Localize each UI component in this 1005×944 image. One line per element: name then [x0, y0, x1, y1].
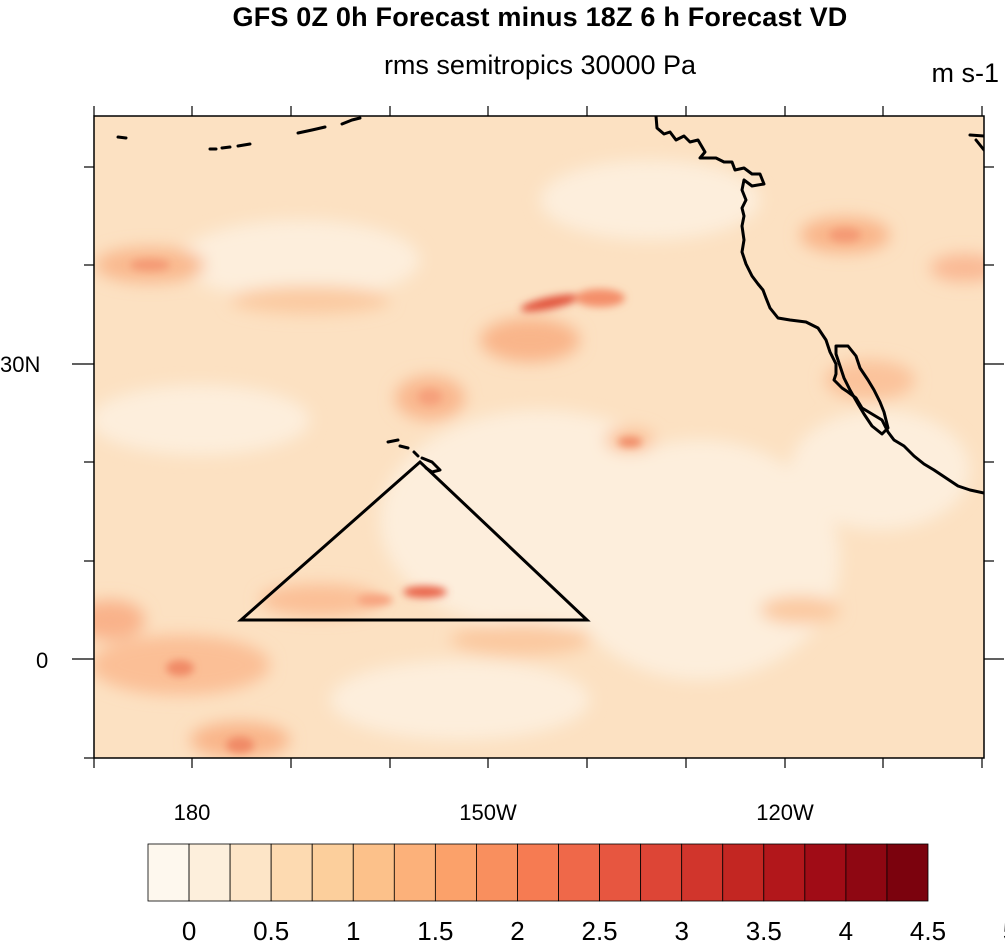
colorbar-swatch: [270, 843, 313, 902]
colorbar-swatch: [558, 843, 600, 902]
colorbar-swatch: [147, 843, 190, 902]
colorbar-tick-label: 0.5: [253, 916, 289, 944]
lat-label-0: 0: [36, 648, 48, 673]
colorbar-swatch: [640, 843, 683, 902]
colorbar-tick-label: 5: [1003, 916, 1005, 944]
colorbar-tick-label: 4: [839, 916, 853, 944]
colorbar-swatch: [763, 843, 806, 902]
map-title: GFS 0Z 0h Forecast minus 18Z 6 h Forecas…: [232, 2, 848, 32]
colorbar-tick-label: 0: [182, 916, 196, 944]
colorbar-swatch: [352, 843, 395, 902]
colorbar-tick-label: 3: [674, 916, 688, 944]
colorbar-swatch: [599, 843, 642, 902]
colorbar: [147, 843, 929, 902]
colorbar-swatch: [476, 843, 518, 902]
lon-label-150w: 150W: [459, 800, 517, 825]
colorbar-swatch: [434, 843, 477, 902]
colorbar-swatch: [311, 843, 354, 902]
coastline: [116, 116, 984, 495]
colorbar-labels: 0 0.5 1 1.5 2 2.5 3 3.5 4 4.5 5: [182, 916, 1005, 944]
colorbar-swatch: [681, 843, 724, 902]
units-label: m s-1: [931, 58, 1000, 88]
colorbar-tick-label: 1: [346, 916, 360, 944]
colorbar-tick-label: 4.5: [910, 916, 946, 944]
colorbar-swatch: [722, 843, 765, 902]
colorbar-tick-label: 2: [510, 916, 524, 944]
highlight-triangle: [237, 459, 591, 622]
map-subtitle: rms semitropics 30000 Pa: [383, 50, 697, 80]
colorbar-tick-label: 1.5: [417, 916, 453, 944]
lat-label-30n: 30N: [0, 352, 40, 377]
colorbar-swatch: [393, 843, 436, 902]
colorbar-swatch: [229, 843, 272, 902]
colorbar-swatch: [188, 843, 231, 902]
axis-ticks: [72, 106, 1004, 768]
plot-frame: [93, 115, 985, 759]
colorbar-tick-label: 3.5: [746, 916, 782, 944]
lon-label-120w: 120W: [756, 800, 814, 825]
colorbar-swatch: [517, 843, 559, 902]
colorbar-tick-label: 2.5: [582, 916, 618, 944]
lon-label-180: 180: [174, 800, 211, 825]
colorbar-swatch: [845, 843, 888, 902]
colorbar-swatch: [886, 843, 929, 902]
rms-field: [94, 116, 984, 758]
colorbar-swatch: [804, 843, 847, 902]
